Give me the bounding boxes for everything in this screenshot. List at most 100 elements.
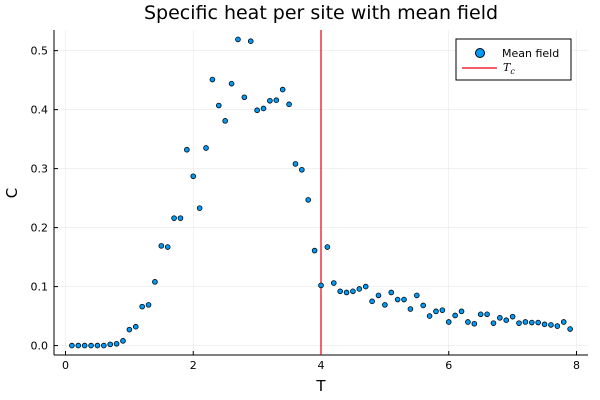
data-point — [420, 302, 427, 309]
data-point — [235, 36, 241, 43]
data-point — [88, 342, 94, 349]
data-point — [177, 215, 184, 221]
data-point — [535, 319, 541, 326]
data-point — [560, 319, 567, 325]
data-point — [388, 289, 395, 296]
legend-label-tc: Tc — [503, 61, 515, 76]
data-point — [184, 146, 190, 153]
data-point — [292, 161, 299, 167]
y-tick-label: 0.4 — [31, 104, 49, 117]
data-point — [158, 243, 165, 249]
legend-label-mean-field: Mean field — [502, 47, 559, 60]
data-point — [203, 145, 209, 151]
data-point — [164, 244, 171, 250]
data-point — [433, 308, 439, 315]
x-tick-label: 6 — [445, 359, 452, 372]
data-point — [439, 307, 446, 313]
chart-title: Specific heat per site with mean field — [144, 2, 498, 24]
data-point — [337, 288, 343, 295]
data-point — [267, 97, 273, 104]
x-tick-label: 4 — [318, 359, 325, 372]
data-point — [209, 76, 216, 83]
data-point — [350, 288, 356, 295]
data-point — [541, 321, 548, 328]
data-point — [477, 311, 484, 318]
data-point — [522, 319, 529, 325]
x-tick-label: 0 — [62, 359, 69, 372]
data-point — [247, 38, 254, 45]
y-tick-label: 0.3 — [31, 163, 49, 176]
data-point — [311, 247, 318, 254]
data-point — [516, 320, 522, 326]
data-point — [299, 166, 305, 173]
data-point — [190, 173, 197, 180]
data-point — [101, 342, 107, 349]
data-point — [401, 296, 407, 303]
data-point — [132, 323, 139, 330]
data-point — [171, 215, 177, 221]
data-point — [318, 282, 324, 289]
y-tick-label: 0.1 — [31, 281, 49, 294]
y-tick-label: 0.0 — [31, 340, 49, 353]
data-point — [567, 326, 573, 332]
data-point — [554, 323, 561, 329]
data-point — [426, 313, 433, 319]
data-point — [145, 302, 152, 308]
data-point — [113, 340, 120, 347]
data-point — [139, 303, 145, 310]
data-point — [215, 102, 222, 109]
y-ticks: 0.0 0.1 0.2 0.3 0.4 0.5 — [31, 45, 58, 353]
data-point — [548, 322, 554, 328]
data-point — [490, 320, 497, 326]
data-point — [94, 342, 101, 349]
data-point — [75, 342, 82, 349]
data-point — [196, 205, 203, 211]
data-point — [69, 342, 75, 349]
data-point — [445, 319, 452, 325]
data-point — [260, 105, 267, 112]
data-point — [382, 302, 388, 308]
legend: Mean field Tc — [455, 38, 572, 81]
data-point — [375, 292, 382, 299]
data-point — [471, 320, 478, 327]
y-tick-label: 0.2 — [31, 222, 49, 235]
data-point — [503, 317, 510, 323]
data-point — [305, 197, 312, 203]
y-tick-label: 0.5 — [31, 45, 49, 58]
data-point — [497, 315, 503, 321]
legend-label-tc-sub: c — [510, 67, 515, 76]
data-point — [254, 107, 260, 114]
data-point — [343, 289, 350, 296]
data-point — [458, 308, 465, 315]
x-tick-label: 8 — [573, 359, 580, 372]
data-point — [241, 94, 248, 101]
data-point — [452, 312, 458, 319]
data-point — [362, 283, 369, 290]
data-point — [222, 118, 228, 124]
y-axis-label: C — [3, 188, 21, 198]
legend-box — [455, 38, 572, 81]
data-point — [528, 319, 535, 326]
data-point — [369, 298, 375, 305]
data-point — [286, 101, 292, 108]
legend-marker-mean-field — [475, 48, 485, 58]
data-point — [356, 286, 363, 292]
data-point — [484, 311, 490, 318]
data-point — [414, 292, 420, 299]
data-point — [509, 313, 516, 320]
data-point — [273, 97, 280, 103]
data-point — [279, 86, 286, 93]
data-point — [126, 326, 133, 333]
x-tick-label: 2 — [190, 359, 197, 372]
data-point — [394, 296, 401, 303]
data-point — [107, 341, 114, 348]
data-point — [152, 279, 158, 285]
data-point — [120, 338, 126, 344]
data-point — [324, 244, 331, 250]
data-point — [81, 342, 88, 349]
legend-label-tc-main: T — [503, 61, 512, 74]
data-points — [69, 36, 573, 349]
data-point — [330, 280, 337, 286]
data-point — [465, 319, 471, 325]
